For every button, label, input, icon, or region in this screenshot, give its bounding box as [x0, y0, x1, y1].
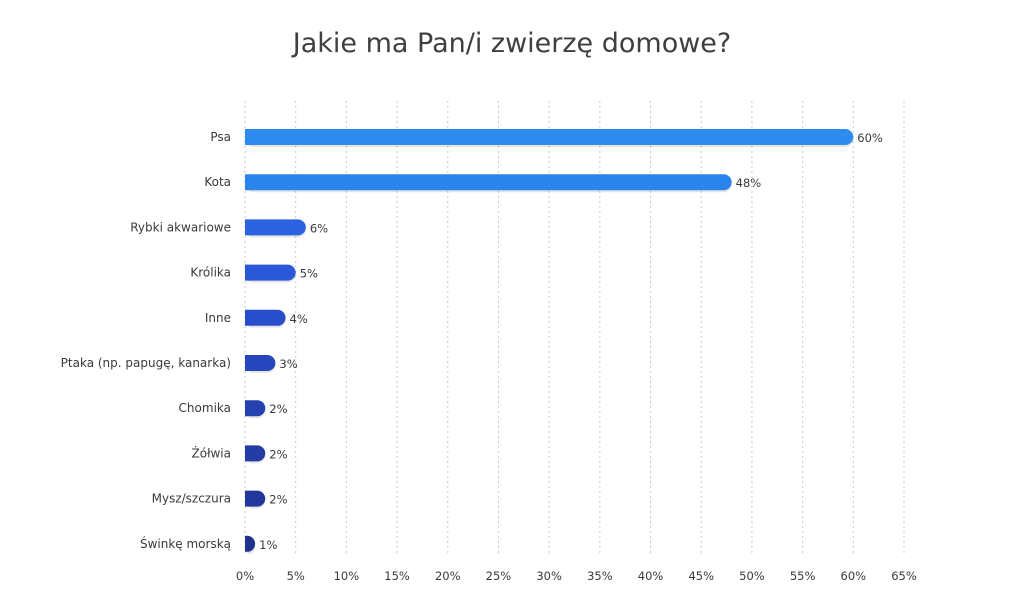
bar-value-label: 2% — [269, 447, 287, 461]
x-tick-label: 65% — [891, 569, 917, 583]
x-tick-label: 55% — [790, 569, 816, 583]
x-tick-label: 40% — [638, 569, 664, 583]
bar-value-label: 2% — [269, 493, 287, 507]
x-tick-label: 35% — [587, 569, 613, 583]
x-tick-label: 30% — [536, 569, 562, 583]
bar-value-label: 60% — [857, 131, 883, 145]
bar — [245, 219, 306, 236]
bar-value-label: 1% — [259, 538, 277, 552]
x-tick-label: 10% — [334, 569, 360, 583]
x-tick-label: 50% — [739, 569, 765, 583]
bar-value-label: 5% — [300, 267, 318, 281]
bar-value-label: 48% — [736, 176, 762, 190]
category-label: Królika — [190, 266, 231, 280]
category-label: Inne — [205, 311, 231, 325]
bar — [245, 445, 266, 462]
x-tick-label: 5% — [287, 569, 305, 583]
bar-value-label: 6% — [310, 221, 328, 235]
grid-lines — [244, 101, 905, 553]
category-label: Żółwia — [192, 445, 231, 460]
bar-value-label: 4% — [290, 312, 308, 326]
bar-value-label: 2% — [269, 402, 287, 416]
category-label: Psa — [210, 130, 231, 144]
bar — [245, 174, 732, 191]
bar — [245, 535, 256, 552]
x-tick-label: 15% — [384, 569, 410, 583]
bar — [245, 129, 854, 145]
bar — [245, 309, 286, 326]
x-tick-label: 45% — [688, 569, 714, 583]
category-label: Ptaka (np. papugę, kanarka) — [61, 356, 231, 370]
x-axis-tick-labels: 0% 5% 10% 15% 20% 25% 30% 35% 40% 45% 50% 55% 60% 65% — [236, 569, 917, 583]
x-tick-label: 60% — [841, 569, 867, 583]
bar — [245, 400, 266, 417]
bar — [245, 490, 266, 507]
category-label: Świnkę morską — [140, 536, 231, 551]
chart-title: Jakie ma Pan/i zwierzę domowe? — [292, 28, 732, 59]
bar — [245, 264, 296, 281]
bars: 60% 48% 6% 5% 4% 3% 2% 2% 2% 1% — [245, 129, 883, 554]
x-tick-label: 25% — [486, 569, 512, 583]
bar-value-label: 3% — [279, 357, 297, 371]
category-label: Kota — [204, 175, 231, 189]
category-labels: Psa Kota Rybki akwariowe Królika Inne Ptaka (… — [61, 130, 231, 551]
bar — [245, 355, 276, 371]
category-label: Rybki akwariowe — [130, 220, 231, 234]
x-tick-label: 20% — [435, 569, 461, 583]
category-label: Chomika — [179, 401, 231, 415]
x-tick-label: 0% — [236, 569, 254, 583]
category-label: Mysz/szczura — [152, 492, 231, 506]
